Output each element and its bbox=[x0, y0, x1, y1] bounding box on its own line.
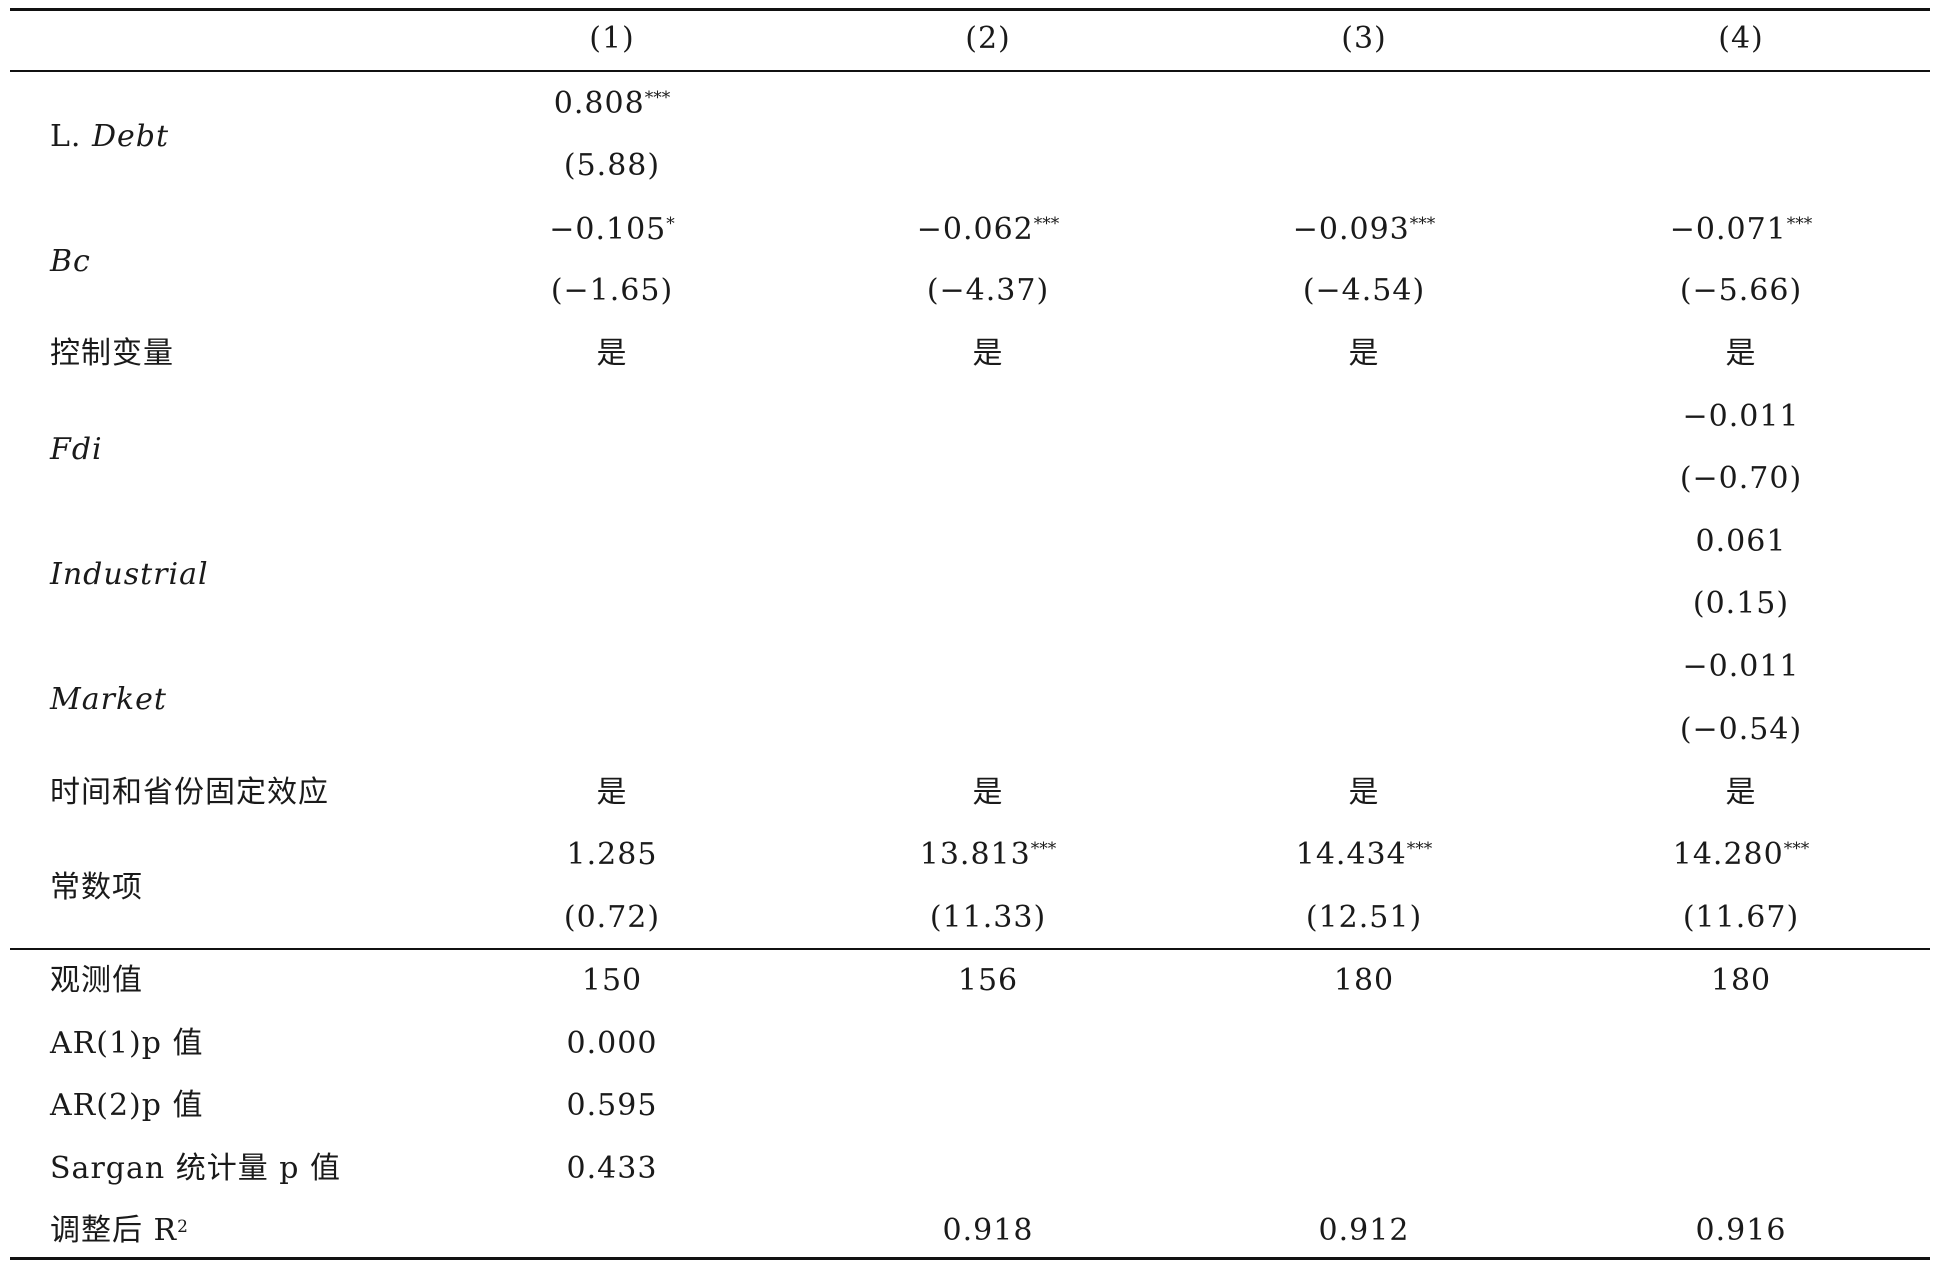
ar2-1: 0.595 bbox=[566, 1088, 658, 1123]
significance-stars: *** bbox=[1786, 214, 1813, 234]
fixed-effects-1: 是 bbox=[596, 775, 628, 810]
controls-1: 是 bbox=[596, 336, 628, 371]
row-label-bc: Bc bbox=[50, 244, 91, 279]
coef-value: −0.071 bbox=[1669, 212, 1787, 247]
row-label-industrial: Industrial bbox=[50, 557, 209, 592]
coef-bc-3: −0.093*** bbox=[1293, 213, 1436, 247]
coef-value: 1.285 bbox=[566, 837, 658, 872]
header-rule bbox=[10, 70, 1930, 72]
coef-value: 14.280 bbox=[1672, 837, 1784, 872]
tstat-const-1: (0.72) bbox=[563, 900, 661, 935]
observations-2: 156 bbox=[957, 963, 1019, 998]
bottom-rule bbox=[10, 1257, 1930, 1260]
tstat-market-4: (−0.54) bbox=[1679, 712, 1803, 747]
column-header-2: (2) bbox=[965, 21, 1011, 56]
controls-3: 是 bbox=[1348, 336, 1380, 371]
coef-market-4: −0.011 bbox=[1682, 649, 1800, 684]
fixed-effects-3: 是 bbox=[1348, 775, 1380, 810]
column-header-4: (4) bbox=[1718, 21, 1764, 56]
coef-const-4: 14.280*** bbox=[1673, 838, 1809, 872]
stat-label-adj-r2: 调整后 R2 bbox=[50, 1214, 189, 1248]
adj-r2-4: 0.916 bbox=[1695, 1213, 1787, 1248]
significance-stars: *** bbox=[1406, 839, 1433, 859]
adj-r2-2: 0.918 bbox=[942, 1213, 1034, 1248]
row-label-market: Market bbox=[50, 682, 167, 717]
coef-value: 13.813 bbox=[919, 837, 1031, 872]
tstat-bc-2: (−4.37) bbox=[926, 273, 1050, 308]
row-label-text: Debt bbox=[92, 119, 170, 154]
row-label-controls: 控制变量 bbox=[50, 336, 174, 371]
coef-value: −0.093 bbox=[1292, 212, 1410, 247]
top-rule bbox=[10, 8, 1930, 11]
adj-r2-3: 0.912 bbox=[1318, 1213, 1410, 1248]
tstat-ldebt-1: (5.88) bbox=[563, 148, 661, 183]
fixed-effects-2: 是 bbox=[972, 775, 1004, 810]
stat-label-ar2: AR(2)p 值 bbox=[50, 1088, 204, 1123]
coef-const-3: 14.434*** bbox=[1296, 838, 1432, 872]
tstat-const-4: (11.67) bbox=[1682, 900, 1800, 935]
observations-3: 180 bbox=[1333, 963, 1395, 998]
sargan-1: 0.433 bbox=[566, 1151, 658, 1186]
controls-4: 是 bbox=[1725, 336, 1757, 371]
stat-label-observations: 观测值 bbox=[50, 963, 143, 998]
tstat-industrial-4: (0.15) bbox=[1692, 586, 1790, 621]
coef-bc-4: −0.071*** bbox=[1670, 213, 1813, 247]
adj-r2-label-text: 调整后 R bbox=[50, 1213, 178, 1248]
coef-ldebt-1: 0.808*** bbox=[554, 87, 670, 121]
coef-const-1: 1.285 bbox=[567, 838, 658, 872]
tstat-fdi-4: (−0.70) bbox=[1679, 461, 1803, 496]
row-label-fixed-effects: 时间和省份固定效应 bbox=[50, 775, 329, 810]
significance-stars: *** bbox=[1409, 214, 1436, 234]
coef-bc-2: −0.062*** bbox=[917, 213, 1060, 247]
fixed-effects-4: 是 bbox=[1725, 775, 1757, 810]
tstat-const-3: (12.51) bbox=[1305, 900, 1423, 935]
coef-value: −0.105 bbox=[549, 212, 667, 247]
row-label-constant: 常数项 bbox=[50, 870, 143, 905]
significance-stars: *** bbox=[1783, 839, 1810, 859]
coef-industrial-4: 0.061 bbox=[1695, 524, 1787, 559]
significance-stars: *** bbox=[1030, 839, 1057, 859]
row-label-ldebt: L. Debt bbox=[50, 120, 169, 154]
coef-fdi-4: −0.011 bbox=[1682, 399, 1800, 434]
column-header-1: (1) bbox=[589, 21, 635, 56]
superscript-two: 2 bbox=[177, 1217, 189, 1237]
observations-4: 180 bbox=[1710, 963, 1772, 998]
coef-const-2: 13.813*** bbox=[920, 838, 1056, 872]
coef-value: 0.808 bbox=[553, 86, 645, 121]
tstat-bc-1: (−1.65) bbox=[550, 273, 674, 308]
observations-1: 150 bbox=[581, 963, 643, 998]
coef-value: 14.434 bbox=[1295, 837, 1407, 872]
coef-bc-1: −0.105* bbox=[549, 213, 675, 247]
row-label-prefix: L. bbox=[50, 119, 92, 154]
stat-label-ar1: AR(1)p 值 bbox=[50, 1026, 204, 1061]
tstat-const-2: (11.33) bbox=[929, 900, 1047, 935]
significance-stars: *** bbox=[1033, 214, 1060, 234]
column-header-3: (3) bbox=[1341, 21, 1387, 56]
significance-stars: * bbox=[666, 214, 675, 234]
ar1-1: 0.000 bbox=[566, 1026, 658, 1061]
controls-2: 是 bbox=[972, 336, 1004, 371]
tstat-bc-3: (−4.54) bbox=[1302, 273, 1426, 308]
coef-value: −0.062 bbox=[916, 212, 1034, 247]
significance-stars: *** bbox=[644, 88, 671, 108]
stats-rule bbox=[10, 948, 1930, 950]
tstat-bc-4: (−5.66) bbox=[1679, 273, 1803, 308]
stat-label-sargan: Sargan 统计量 p 值 bbox=[50, 1151, 342, 1186]
row-label-fdi: Fdi bbox=[50, 432, 103, 467]
